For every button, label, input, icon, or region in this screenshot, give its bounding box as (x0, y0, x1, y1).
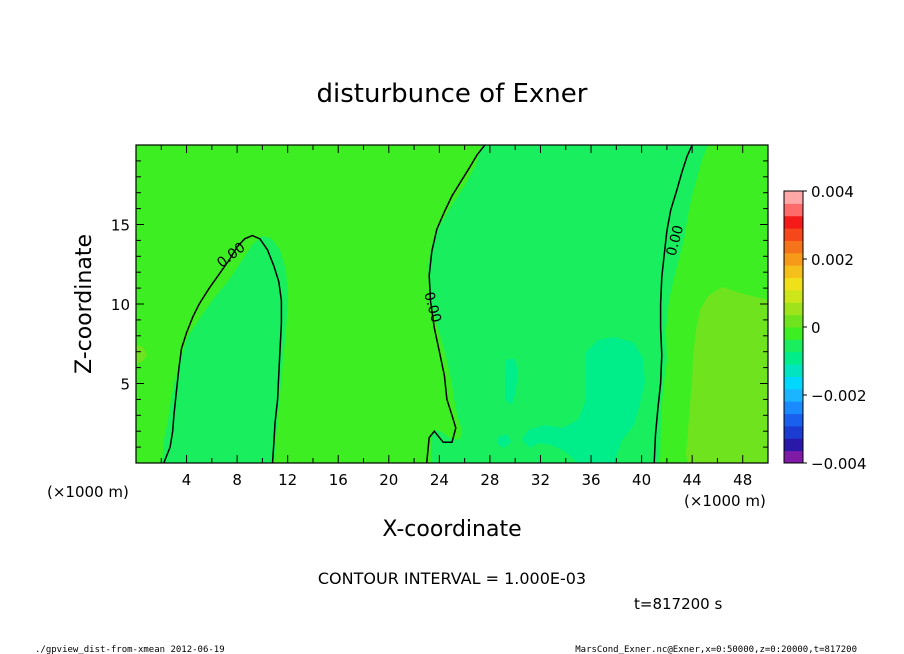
x-units-left: (×1000 m) (47, 483, 129, 501)
x-tick-label: 44 (683, 471, 702, 489)
x-tick-label: 40 (632, 471, 651, 489)
x-tick-label: 28 (480, 471, 499, 489)
colorbar-swatch (784, 215, 803, 229)
contour-label: 0.00 (420, 290, 444, 324)
colorbar-tick-label: −0.004 (811, 455, 867, 473)
colorbar-swatch (784, 425, 803, 439)
colorbar-swatch (784, 401, 803, 415)
colorbar-tick-label: 0.002 (811, 251, 854, 269)
x-tick-label: 24 (430, 471, 449, 489)
colorbar-swatch (784, 265, 803, 279)
field-region-negative (505, 358, 518, 405)
x-tick-label: 16 (329, 471, 348, 489)
colorbar-swatch (784, 450, 803, 464)
colorbar-swatch (784, 314, 803, 328)
y-tick-label: 10 (111, 296, 130, 314)
field-region-slightly-negative (162, 236, 288, 463)
zero-contour-line (653, 145, 693, 463)
contour-interval-text: CONTOUR INTERVAL = 1.000E-03 (318, 569, 586, 588)
colorbar-swatch (784, 277, 803, 291)
colorbar-tick-label: 0 (811, 319, 821, 337)
field-region-negative (497, 434, 511, 448)
y-tick-label: 5 (120, 376, 130, 394)
x-tick-label: 8 (232, 471, 242, 489)
x-units-right: (×1000 m) (684, 492, 766, 510)
chart-title: disturbunce of Exner (317, 79, 588, 109)
y-tick-label: 15 (111, 217, 130, 235)
footer-left-text: ./gpview_dist-from-xmean 2012-06-19 (35, 645, 225, 654)
field-region-positive (686, 287, 768, 463)
colorbar-swatch (784, 339, 803, 353)
x-axis-label: X-coordinate (382, 517, 521, 542)
colorbar-swatch (784, 240, 803, 254)
colorbar-tick-label: −0.002 (811, 387, 867, 405)
plot-area: 0.000.000.00 (136, 145, 768, 463)
field-region-positive (136, 345, 147, 363)
colorbar-swatch (784, 228, 803, 241)
field-region-negative (522, 337, 645, 463)
x-tick-label: 32 (531, 471, 550, 489)
colorbar-swatch (784, 376, 803, 390)
colorbar-swatch (784, 191, 803, 204)
time-label: t=817200 s (634, 595, 722, 613)
y-axis-label: Z-coordinate (72, 234, 97, 374)
colorbar-swatch (784, 302, 803, 316)
colorbar-swatch (784, 388, 803, 402)
x-tick-label: 48 (733, 471, 752, 489)
colorbar-swatch (784, 203, 803, 217)
colorbar-swatch (784, 351, 803, 365)
x-tick-label: 12 (278, 471, 297, 489)
x-tick-label: 4 (182, 471, 192, 489)
footer-right-text: MarsCond_Exner.nc@Exner,x=0:50000,z=0:20… (575, 645, 857, 654)
x-tick-label: 20 (379, 471, 398, 489)
colorbar-swatch (784, 252, 803, 266)
zero-contour-line (425, 145, 486, 463)
colorbar-swatch (784, 327, 803, 340)
colorbar-swatch (784, 364, 803, 377)
colorbar-swatch (784, 289, 803, 303)
x-tick-label: 36 (581, 471, 600, 489)
colorbar-swatch (784, 438, 803, 452)
colorbar-tick-label: 0.004 (811, 183, 854, 201)
colorbar-swatch (784, 413, 803, 427)
contour-label: 0.00 (664, 224, 688, 258)
zero-contour-line (163, 234, 283, 463)
